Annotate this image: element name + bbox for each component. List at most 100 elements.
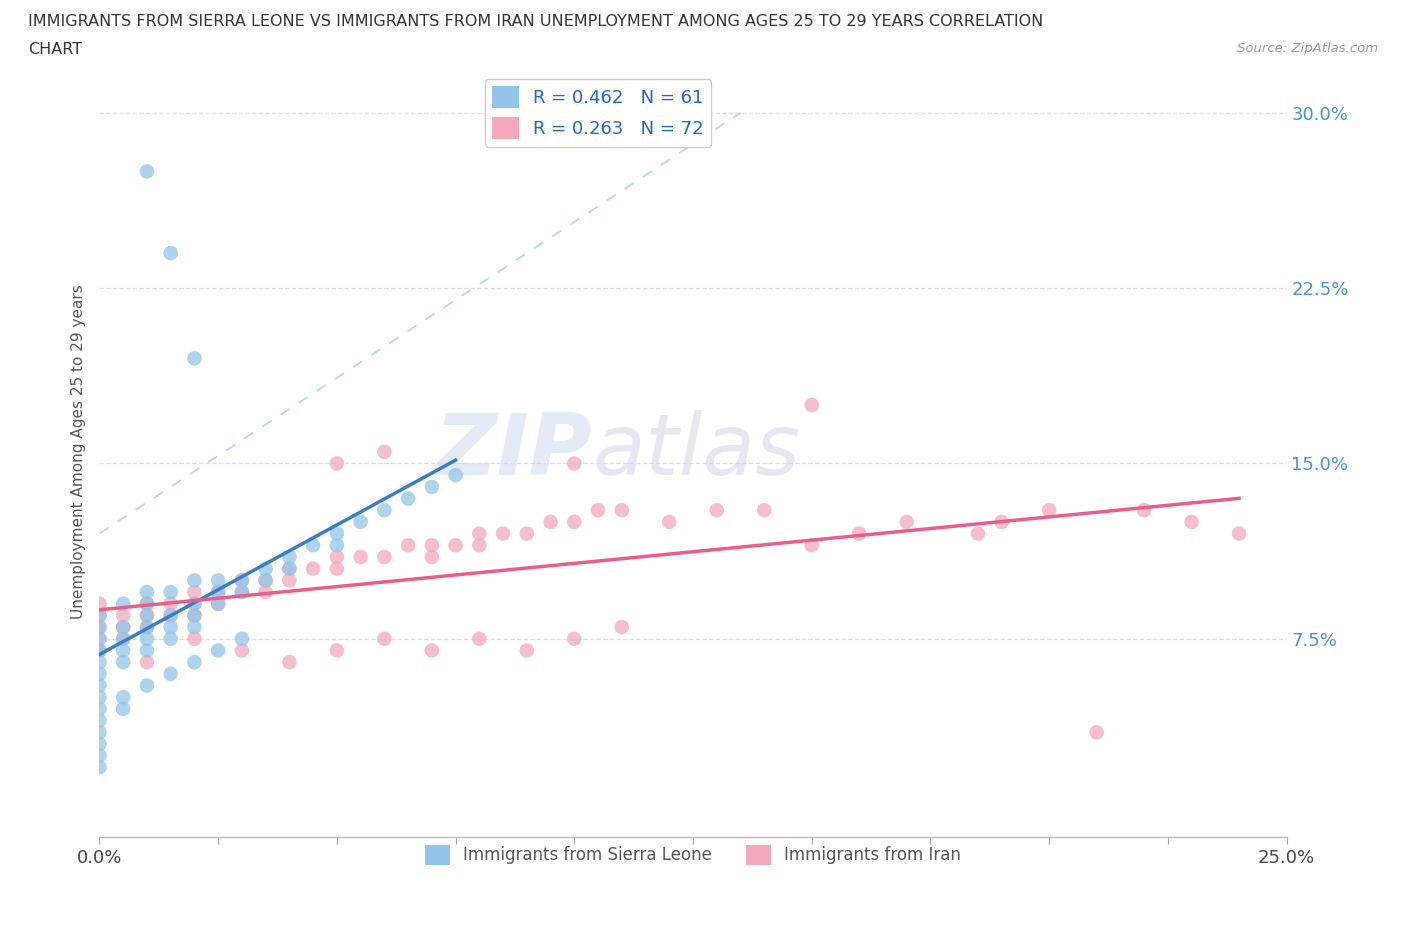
Point: [135, 678, 157, 693]
Point: [89, 619, 111, 634]
Point: [207, 585, 229, 600]
Point: [492, 526, 515, 541]
Point: [658, 514, 681, 529]
Point: [326, 538, 349, 552]
Point: [349, 514, 371, 529]
Point: [207, 573, 229, 588]
Point: [420, 480, 443, 495]
Point: [89, 667, 111, 682]
Point: [326, 456, 349, 471]
Point: [444, 538, 467, 552]
Point: [159, 246, 181, 260]
Point: [89, 608, 111, 623]
Point: [112, 608, 135, 623]
Point: [207, 643, 229, 658]
Point: [278, 573, 301, 588]
Point: [112, 701, 135, 716]
Point: [207, 585, 229, 600]
Point: [135, 608, 157, 623]
Point: [135, 596, 157, 611]
Point: [183, 596, 205, 611]
Point: [135, 619, 157, 634]
Point: [373, 631, 395, 646]
Point: [183, 608, 205, 623]
Point: [231, 631, 253, 646]
Point: [183, 596, 205, 611]
Point: [848, 526, 870, 541]
Point: [112, 619, 135, 634]
Text: IMMIGRANTS FROM SIERRA LEONE VS IMMIGRANTS FROM IRAN UNEMPLOYMENT AMONG AGES 25 : IMMIGRANTS FROM SIERRA LEONE VS IMMIGRAN…: [28, 14, 1043, 29]
Point: [420, 643, 443, 658]
Point: [800, 538, 823, 552]
Point: [89, 737, 111, 751]
Point: [326, 643, 349, 658]
Point: [89, 678, 111, 693]
Point: [89, 713, 111, 728]
Point: [990, 514, 1012, 529]
Point: [396, 491, 419, 506]
Point: [89, 701, 111, 716]
Point: [159, 585, 181, 600]
Point: [112, 643, 135, 658]
Point: [112, 690, 135, 705]
Point: [326, 561, 349, 576]
Point: [231, 573, 253, 588]
Point: [800, 398, 823, 413]
Point: [159, 608, 181, 623]
Point: [89, 749, 111, 764]
Point: [89, 643, 111, 658]
Y-axis label: Unemployment Among Ages 25 to 29 years: Unemployment Among Ages 25 to 29 years: [72, 285, 86, 619]
Point: [468, 631, 491, 646]
Point: [1181, 514, 1204, 529]
Point: [610, 619, 633, 634]
Point: [89, 643, 111, 658]
Point: [207, 596, 229, 611]
Point: [89, 631, 111, 646]
Point: [278, 550, 301, 565]
Point: [112, 655, 135, 670]
Point: [231, 573, 253, 588]
Point: [373, 550, 395, 565]
Point: [254, 573, 277, 588]
Point: [135, 585, 157, 600]
Point: [1227, 526, 1250, 541]
Point: [231, 585, 253, 600]
Point: [183, 585, 205, 600]
Point: [562, 456, 585, 471]
Point: [302, 561, 325, 576]
Point: [89, 655, 111, 670]
Point: [89, 643, 111, 658]
Point: [754, 503, 776, 518]
Point: [89, 760, 111, 775]
Point: [254, 585, 277, 600]
Point: [135, 608, 157, 623]
Text: Source: ZipAtlas.com: Source: ZipAtlas.com: [1237, 42, 1378, 55]
Point: [516, 643, 538, 658]
Point: [135, 596, 157, 611]
Point: [159, 667, 181, 682]
Point: [349, 550, 371, 565]
Point: [89, 608, 111, 623]
Point: [159, 596, 181, 611]
Point: [1038, 503, 1060, 518]
Point: [278, 561, 301, 576]
Point: [135, 631, 157, 646]
Point: [1085, 724, 1108, 739]
Point: [89, 690, 111, 705]
Point: [89, 631, 111, 646]
Point: [112, 619, 135, 634]
Point: [302, 538, 325, 552]
Point: [159, 608, 181, 623]
Point: [420, 538, 443, 552]
Point: [706, 503, 728, 518]
Point: [231, 585, 253, 600]
Point: [183, 631, 205, 646]
Point: [278, 655, 301, 670]
Legend: Immigrants from Sierra Leone, Immigrants from Iran: Immigrants from Sierra Leone, Immigrants…: [419, 838, 967, 871]
Point: [183, 655, 205, 670]
Point: [396, 538, 419, 552]
Point: [586, 503, 609, 518]
Point: [135, 619, 157, 634]
Point: [135, 643, 157, 658]
Point: [278, 561, 301, 576]
